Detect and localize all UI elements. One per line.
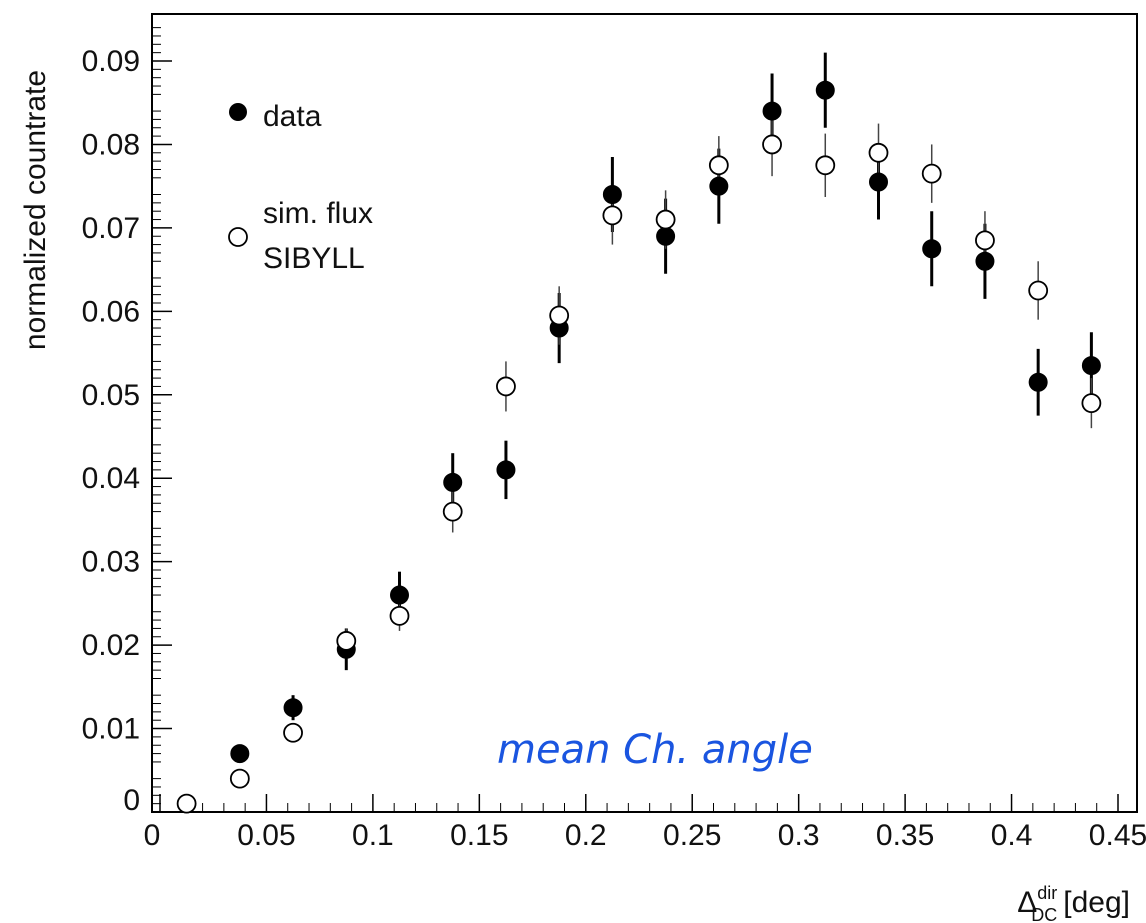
y-tick-label: 0	[123, 784, 140, 817]
data-point	[656, 226, 676, 246]
y-tick-label: 0.01	[82, 713, 140, 746]
sim-point	[921, 163, 942, 184]
sim-point	[868, 142, 889, 163]
plot-frame	[151, 13, 1138, 813]
y-tick-label: 0.04	[82, 462, 140, 495]
data-point	[283, 698, 303, 718]
sim-point	[442, 501, 463, 522]
x-tick-label: 0.35	[876, 819, 934, 852]
data-point	[443, 472, 463, 492]
data-point	[975, 251, 995, 271]
error-bars	[185, 52, 1093, 808]
sim-point	[176, 793, 197, 814]
x-tick-label: 0.3	[778, 819, 820, 852]
y-tick-label: 0.02	[82, 629, 140, 662]
x-axis-title: Δdir DC [deg]	[1017, 883, 1130, 923]
legend-data-label: data	[263, 100, 322, 133]
sim-point	[815, 155, 836, 176]
x-tick-label: 0	[144, 819, 161, 852]
x-axis: 0 0.05 0.1 0.15 0.2 0.25 0.3 0.35 0.4 0.45	[144, 794, 1146, 852]
data-point	[709, 176, 729, 196]
sim-point	[283, 722, 303, 743]
sim-point	[762, 134, 782, 155]
data-point	[496, 460, 516, 480]
annotation-mean-ch-angle: mean Ch. angle	[497, 727, 813, 773]
y-tick-label: 0.09	[82, 45, 140, 78]
y-tick-label: 0.07	[82, 212, 140, 245]
data-point	[922, 239, 942, 259]
data-point	[390, 585, 409, 605]
sim-point	[708, 155, 729, 176]
data-points	[176, 80, 1102, 814]
legend-sim-marker	[228, 227, 248, 247]
legend-sim-label-line1: sim. flux	[263, 197, 373, 230]
y-axis-title: normalized countrate	[19, 70, 52, 350]
x-tick-label: 0.05	[237, 819, 295, 852]
sim-point	[496, 376, 516, 397]
sim-point	[336, 631, 357, 651]
y-axis: 0 0.01 0.02 0.03 0.04 0.05 0.06 0.07 0.08 0.09	[82, 27, 172, 817]
x-tick-label: 0.4	[991, 819, 1033, 852]
x-tick-label: 0.2	[565, 819, 607, 852]
sim-point	[389, 606, 410, 626]
legend-sim-label-line2: SIBYLL	[263, 242, 365, 275]
x-tick-label: 0.1	[352, 819, 394, 852]
sim-point	[602, 205, 623, 226]
x-tick-label: 0.45	[1089, 819, 1146, 852]
legend-data-marker	[229, 103, 247, 121]
x-tick-label: 0.15	[450, 819, 508, 852]
y-tick-label: 0.08	[82, 128, 140, 161]
y-tick-label: 0.05	[82, 379, 140, 412]
legend: data sim. flux SIBYLL	[228, 100, 373, 275]
data-point	[1028, 372, 1048, 392]
data-point	[869, 172, 888, 192]
y-tick-label: 0.06	[82, 295, 140, 328]
sim-point	[229, 768, 250, 789]
data-point	[230, 744, 250, 764]
sim-point	[655, 209, 676, 230]
data-point	[815, 80, 835, 100]
sim-point	[975, 230, 995, 251]
sim-point	[1081, 393, 1102, 414]
data-point	[1081, 356, 1101, 376]
data-point	[762, 101, 782, 121]
y-tick-label: 0.03	[82, 546, 140, 579]
sim-point	[1028, 280, 1049, 301]
x-tick-label: 0.25	[663, 819, 721, 852]
data-point	[602, 185, 622, 205]
sim-point	[549, 305, 570, 326]
